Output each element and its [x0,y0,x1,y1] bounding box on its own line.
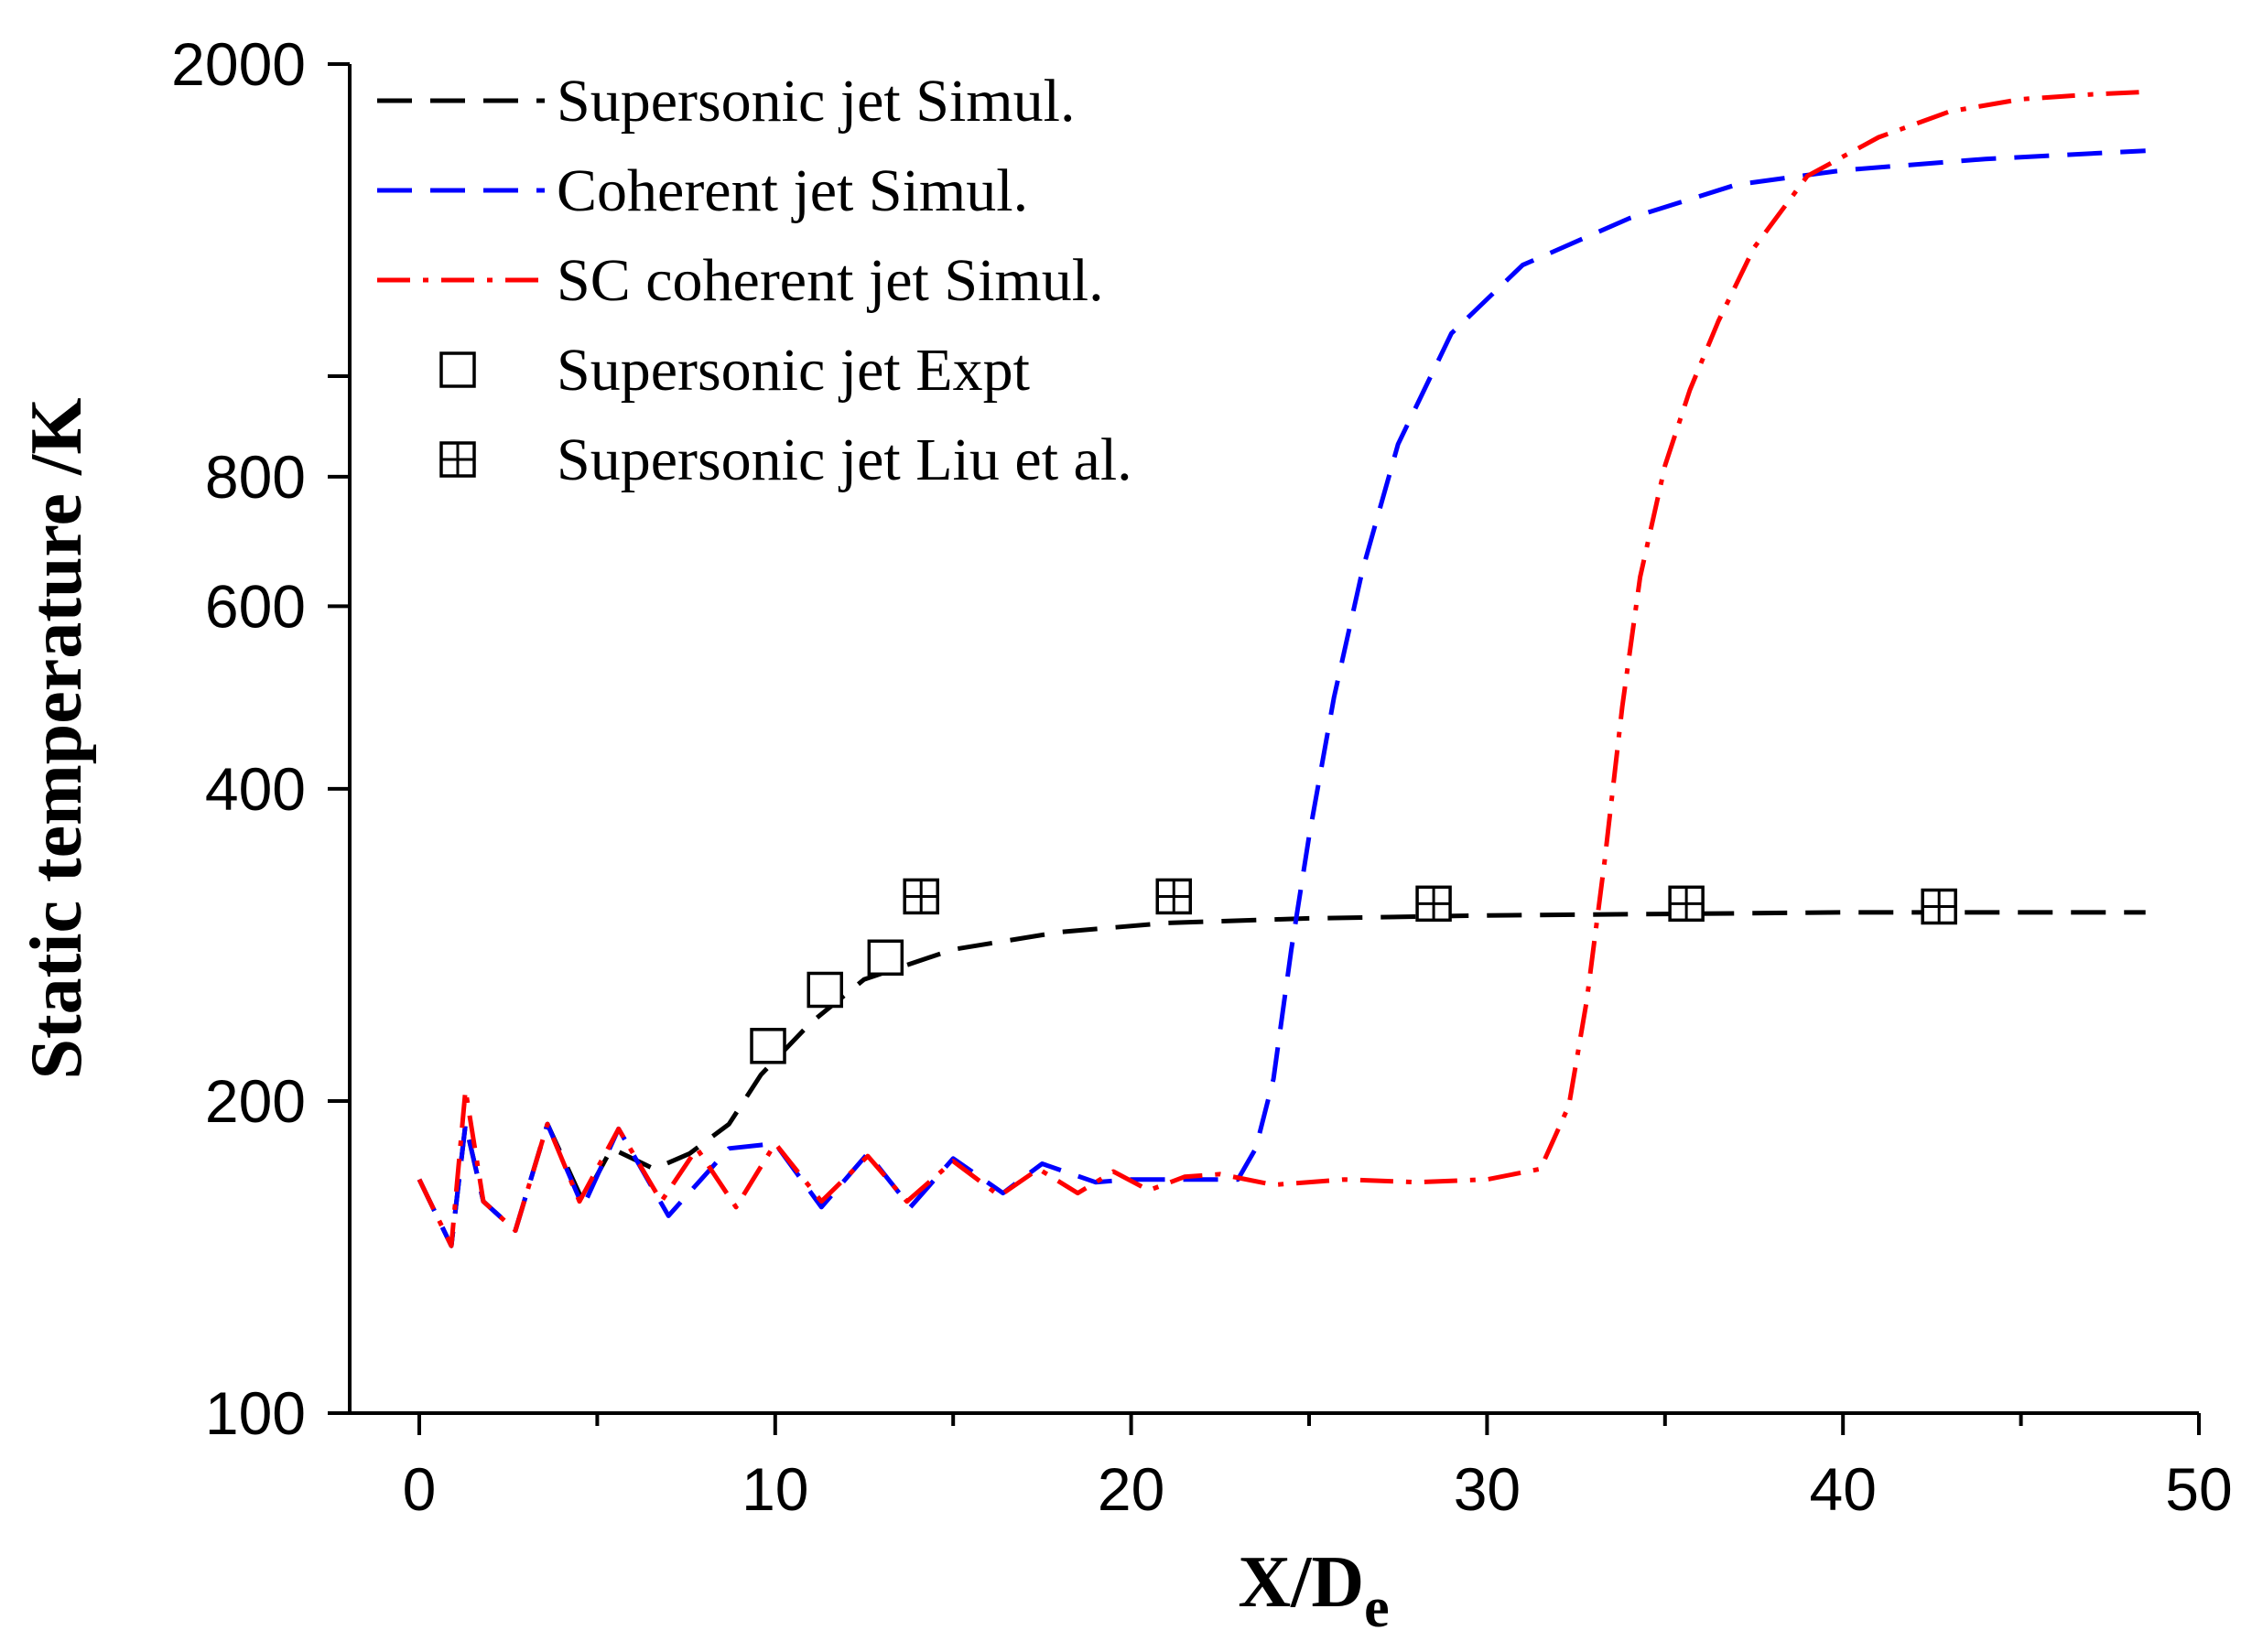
legend-item: Supersonic jet Expt [439,337,1030,404]
y-tick-label: 200 [205,1067,306,1135]
expt-marker [867,939,904,977]
y-axis-title: Static temperature /K [16,398,97,1080]
expt-marker [750,1028,786,1064]
legend-marker-sample [439,441,476,478]
x-tick-label: 40 [1809,1455,1876,1523]
liu-marker [1415,885,1452,923]
legend-item: Supersonic jet Simul. [377,68,1075,135]
series-line-3 [417,89,2146,1248]
legend-label: SC coherent jet Simul. [557,247,1104,314]
x-tick-label: 0 [403,1455,437,1523]
liu-marker [903,878,939,915]
x-tick-label: 10 [742,1455,808,1523]
legend-label: Coherent jet Simul. [557,157,1028,224]
legend-label: Supersonic jet Liu et al. [557,426,1132,493]
series-line-1 [417,910,2146,1248]
liu-marker [1668,885,1705,923]
y-tick-label: 400 [205,755,306,823]
legend-item: SC coherent jet Simul. [377,247,1104,314]
legend: Supersonic jet Simul. Coherent jet Simul.… [377,68,1132,493]
y-tick-label: 600 [205,572,306,640]
legend-item: Coherent jet Simul. [377,157,1028,224]
y-tick-label: 2000 [171,30,306,98]
y-tick-label: 800 [205,443,306,511]
x-tick-label: 20 [1098,1455,1164,1523]
legend-marker-sample [439,351,476,388]
x-tick-label: 30 [1454,1455,1521,1523]
x-axis-title: X/De [1238,1542,1389,1639]
legend-item: Supersonic jet Liu et al. [439,426,1132,493]
legend-label: Supersonic jet Simul. [557,68,1075,135]
x-tick-label: 50 [2165,1455,2232,1523]
liu-marker [1921,888,1957,925]
series-line-2 [417,148,2146,1248]
liu-marker [1155,878,1193,915]
y-tick-label: 100 [205,1379,306,1447]
legend-label: Supersonic jet Expt [557,337,1030,404]
expt-marker [807,971,843,1009]
